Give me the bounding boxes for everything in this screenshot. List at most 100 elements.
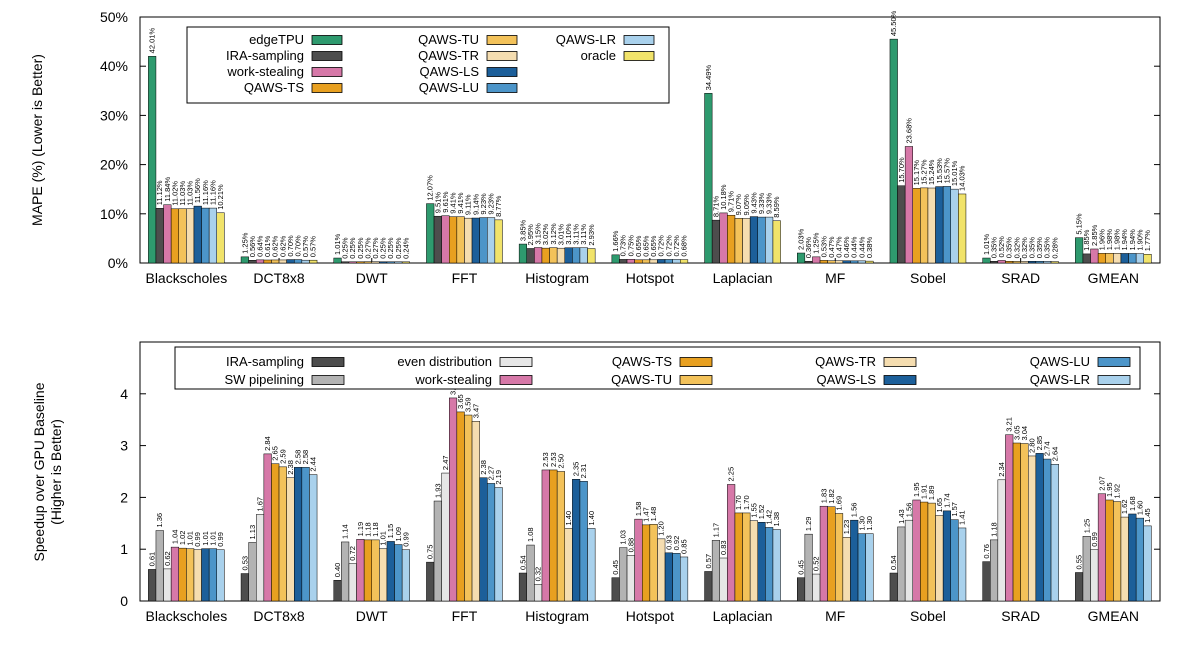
data-label: 2.35 [572, 462, 581, 477]
data-label: 0.99 [216, 532, 225, 547]
bar [556, 247, 566, 264]
bar [170, 546, 179, 602]
bar [889, 38, 898, 264]
bar [1082, 253, 1091, 264]
data-label: 0.46% [842, 236, 851, 258]
data-label: 0.44% [850, 236, 859, 258]
data-label: 0.57 [704, 554, 713, 569]
data-label: 1.01 [208, 531, 217, 546]
bar [1135, 517, 1145, 602]
y-tick-label: 1 [120, 541, 128, 557]
bar [1128, 253, 1137, 264]
data-label: 0.35% [1035, 237, 1044, 259]
bar [394, 544, 403, 602]
y-axis-title-line1: Speedup over GPU Baseline [31, 382, 47, 561]
bar [579, 247, 588, 264]
bar [163, 204, 172, 264]
bar [1105, 253, 1114, 264]
y-tick-label: 30% [100, 107, 128, 123]
bar [1075, 237, 1084, 264]
category-label: Histogram [525, 608, 589, 624]
data-label: 1.56 [904, 503, 913, 518]
bar [201, 548, 210, 602]
data-label: 1.30 [865, 516, 874, 531]
bar [950, 188, 959, 264]
data-label: 2.25 [727, 467, 736, 482]
data-label: 11.16% [208, 180, 217, 205]
data-label: 0.38% [865, 237, 874, 259]
bar [1020, 261, 1029, 264]
category-label: GMEAN [1088, 608, 1139, 624]
category-label: MF [825, 608, 845, 624]
bar [587, 528, 596, 602]
data-label: 2.53 [541, 452, 550, 467]
legend-swatch [679, 357, 713, 367]
data-label: 1.25 [1082, 519, 1091, 534]
bar [757, 216, 766, 264]
data-label: 1.20 [657, 521, 666, 536]
category-label: Laplacian [713, 608, 773, 624]
bar [426, 561, 435, 602]
data-label: 0.72% [657, 235, 666, 257]
data-label: 2.58 [301, 450, 310, 465]
data-label: 1.23 [842, 520, 851, 535]
bar [1043, 261, 1052, 264]
bar [1050, 463, 1059, 602]
bar [556, 471, 566, 602]
bar [564, 528, 573, 602]
data-label: 0.57% [309, 236, 318, 258]
category-label: Hotspot [626, 608, 674, 624]
data-label: 42.01% [148, 28, 157, 54]
bar [819, 260, 828, 264]
bar [433, 500, 442, 602]
legend-swatch [311, 375, 345, 385]
bar [216, 212, 225, 264]
data-label: 9.11% [464, 194, 473, 215]
data-label: 2.85 [1035, 436, 1044, 451]
legend-label: QAWS-TS [612, 354, 673, 369]
bar [1012, 442, 1021, 602]
category-label: Sobel [910, 270, 946, 286]
legend-label: work-stealing [226, 64, 304, 79]
data-label: 1.82 [827, 489, 836, 504]
data-label: 2.59 [278, 449, 287, 464]
bar [797, 577, 806, 602]
bar [541, 247, 550, 264]
data-label: 9.43% [749, 192, 758, 214]
bar [842, 537, 851, 602]
data-label: 0.35% [1028, 237, 1037, 259]
bar [587, 248, 596, 264]
data-label: 2.47 [441, 455, 450, 470]
data-label: 2.84 [263, 436, 272, 451]
bar [634, 259, 643, 264]
bar [163, 568, 172, 602]
data-label: 34.49% [704, 65, 713, 91]
data-label: 1.08 [526, 527, 535, 542]
bar [719, 212, 728, 264]
data-label: 15.24% [927, 159, 936, 185]
bar [1005, 434, 1014, 602]
y-tick-label: 0% [108, 255, 128, 271]
bar [471, 421, 480, 602]
bar [942, 186, 952, 264]
bar [990, 539, 999, 602]
data-label: 2.31 [579, 464, 588, 479]
bar [742, 218, 751, 264]
data-label: 0.72 [348, 546, 357, 561]
bar [812, 256, 821, 264]
data-label: 1.65 [935, 498, 944, 513]
bar [394, 261, 403, 264]
data-label: 0.25% [379, 237, 388, 259]
data-label: 0.27% [363, 237, 372, 259]
legend-label: QAWS-LR [1030, 372, 1090, 387]
y-axis-title: MAPE (%) (Lower is Better) [29, 54, 45, 226]
bar [942, 510, 952, 602]
bar [1012, 261, 1021, 264]
data-label: 0.99 [401, 532, 410, 547]
bar [294, 467, 303, 602]
bar [719, 557, 728, 602]
data-label: 0.54 [518, 555, 527, 570]
bar [734, 512, 743, 602]
data-label: 2.93% [587, 224, 596, 246]
